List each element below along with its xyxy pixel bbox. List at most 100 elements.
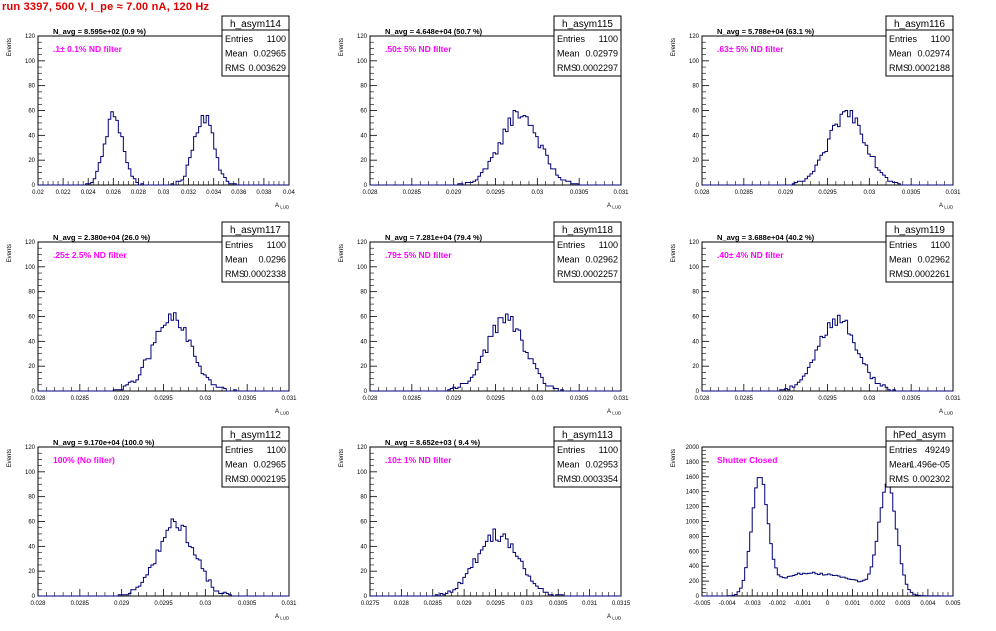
x-tick-label: 0.03 [199, 396, 211, 402]
stats-title: h_asym113 [562, 430, 613, 441]
y-tick-label: 100 [689, 59, 700, 65]
y-tick-label: 20 [692, 364, 699, 370]
y-axis-title: Events [671, 38, 677, 56]
x-tick-label: 0.03 [158, 190, 170, 196]
stats-label: RMS [889, 474, 909, 484]
x-tick-label: 0.029 [778, 190, 794, 196]
stats-label: RMS [225, 474, 245, 484]
x-axis-title: A LUD [275, 409, 290, 416]
x-tick-label: 0.028 [362, 190, 378, 196]
histogram-line [370, 110, 621, 186]
y-tick-label: 40 [28, 544, 35, 550]
y-tick-label: 40 [360, 339, 367, 345]
stats-label: RMS [889, 63, 909, 73]
stats-value: -1.496e-05 [906, 460, 950, 470]
stats-label: RMS [557, 269, 577, 279]
x-tick-label: 0.004 [920, 601, 936, 607]
stats-title: h_asym114 [230, 19, 281, 30]
y-tick-label: 80 [28, 84, 35, 90]
stats-label: Mean [889, 460, 912, 470]
y-tick-label: 40 [692, 133, 699, 139]
stats-value: 0.0002297 [575, 63, 618, 73]
stats-label: Entries [889, 240, 918, 250]
histogram-h_asym116: 0 20 40 60 80 100 120 0.028 0.0285 0.029 0.0295 0.0… [671, 15, 961, 210]
y-tick-label: 40 [692, 339, 699, 345]
x-tick-label: 0.031 [945, 190, 961, 196]
stats-value: 0.0002195 [243, 474, 286, 484]
y-tick-label: 120 [357, 34, 368, 40]
x-tick-label: 0.024 [81, 190, 97, 196]
x-tick-label: 0.026 [106, 190, 122, 196]
x-tick-label: 0.029 [114, 396, 130, 402]
stats-label: RMS [225, 269, 245, 279]
stats-box [885, 221, 954, 283]
stats-label: Mean [225, 460, 248, 470]
y-tick-label: 100 [689, 265, 700, 271]
x-tick-label: 0.0305 [549, 601, 568, 607]
y-tick-label: 80 [360, 495, 367, 501]
x-tick-label: 0.0295 [818, 396, 837, 402]
stats-value: 0.0003354 [575, 474, 618, 484]
y-tick-label: 0 [696, 183, 700, 189]
y-tick-label: 60 [360, 315, 367, 321]
x-tick-label: 0.029 [446, 396, 462, 402]
y-axis-title: Events [7, 244, 13, 262]
y-axis-title: Events [339, 38, 345, 56]
histogram-line [370, 313, 621, 392]
x-tick-label: 0.04 [283, 190, 295, 196]
stats-title: h_asym116 [894, 19, 945, 30]
x-tick-label: 0.028 [30, 601, 46, 607]
stats-label: Entries [889, 445, 918, 455]
histogram-h_asym117: 0 20 40 60 80 100 120 0.028 0.0285 0.029 0.0295 0.0… [7, 221, 297, 416]
x-tick-label: 0.002 [870, 601, 886, 607]
x-tick-label: 0.031 [613, 190, 629, 196]
navg-annotation: N_avg = 8.595e+02 (0.9 %) [53, 27, 146, 36]
stats-value: 0.02953 [585, 460, 618, 470]
x-tick-label: 0.028 [694, 396, 710, 402]
stats-label: Mean [557, 49, 580, 59]
stats-box [221, 15, 290, 77]
y-axis-title: Events [671, 244, 677, 262]
y-tick-label: 20 [360, 158, 367, 164]
x-tick-label: 0.0315 [612, 601, 631, 607]
stats-value: 49249 [925, 445, 950, 455]
x-axis-title: A LUD [607, 614, 622, 621]
y-tick-label: 60 [692, 315, 699, 321]
x-tick-label: -0.003 [744, 601, 762, 607]
x-tick-label: 0.0305 [570, 190, 589, 196]
y-tick-label: 40 [28, 339, 35, 345]
stats-label: RMS [557, 63, 577, 73]
navg-annotation: N_avg = 2.380e+04 (26.0 %) [53, 233, 151, 242]
y-tick-label: 1800 [686, 460, 700, 466]
stats-title: h_asym115 [562, 19, 613, 30]
x-tick-label: 0.0285 [735, 190, 754, 196]
y-axis-title: Events [339, 244, 345, 262]
y-tick-label: 120 [689, 34, 700, 40]
histogram-line [38, 111, 289, 186]
y-tick-label: 1200 [686, 505, 700, 511]
y-tick-label: 120 [25, 34, 36, 40]
y-tick-label: 600 [689, 549, 700, 555]
x-tick-label: 0.031 [945, 396, 961, 402]
stats-value: 1100 [599, 445, 618, 455]
stats-label: Mean [225, 255, 248, 265]
histogram-h_asym112: 0 20 40 60 80 100 120 0.028 0.0285 0.029 0.0295 0.0… [7, 426, 297, 621]
y-tick-label: 80 [360, 84, 367, 90]
y-tick-label: 120 [357, 445, 368, 451]
y-tick-label: 80 [28, 495, 35, 501]
histogram-line [702, 314, 953, 392]
filter-label: .63± 5% ND filter [717, 44, 784, 54]
histogram-h_asym115: 0 20 40 60 80 100 120 0.028 0.0285 0.029 0.0295 0.0… [339, 15, 629, 210]
x-tick-label: 0.0275 [361, 601, 380, 607]
stats-title: hPed_asym [893, 430, 946, 441]
stats-title: h_asym117 [230, 225, 281, 236]
stats-value: 1100 [267, 445, 286, 455]
stats-label: RMS [557, 474, 577, 484]
x-tick-label: 0.034 [206, 190, 222, 196]
y-tick-label: 40 [360, 544, 367, 550]
x-tick-label: 0.0305 [238, 396, 257, 402]
filter-label: .25± 2.5% ND filter [53, 250, 127, 260]
histogram-h_asym119: 0 20 40 60 80 100 120 0.028 0.0285 0.029 0.0295 0.0… [671, 221, 961, 416]
stats-value: 0.0002257 [575, 269, 618, 279]
histogram-h_asym114: 0 20 40 60 80 100 120 0.02 0.022 0.024 0.026 0.028 0… [7, 15, 295, 210]
